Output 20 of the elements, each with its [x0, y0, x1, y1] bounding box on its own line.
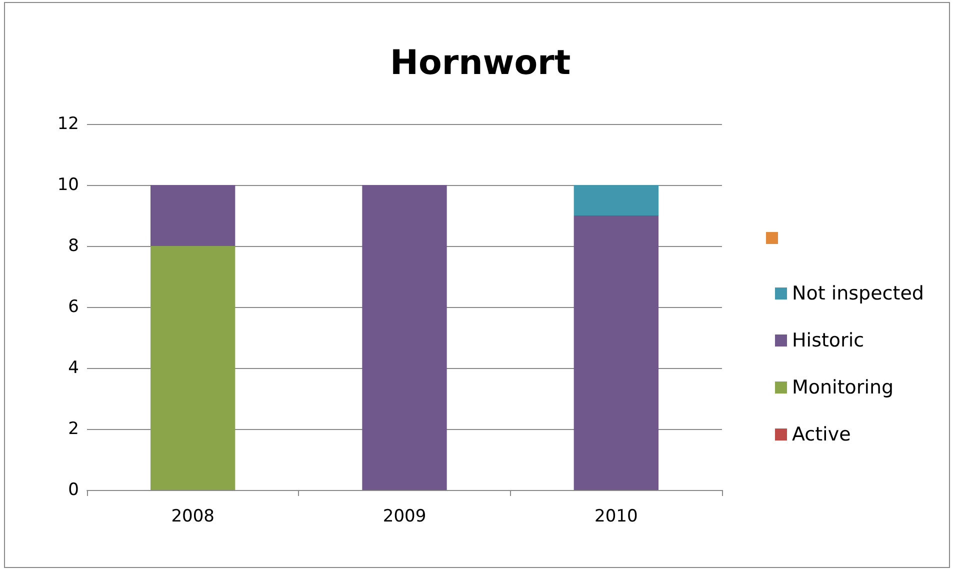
y-tick-label: 4	[68, 358, 79, 378]
y-tick-label: 2	[68, 419, 79, 439]
y-tick-label: 0	[68, 480, 79, 500]
x-tick-label: 2010	[594, 506, 638, 526]
y-tick-label: 8	[68, 236, 79, 256]
legend-label: Not inspected	[792, 282, 924, 304]
bar	[574, 216, 658, 490]
x-tick-label: 2009	[382, 506, 426, 526]
y-tick-label: 6	[68, 297, 79, 317]
chart-title: Hornwort	[390, 43, 571, 83]
x-tick-label: 2008	[171, 506, 214, 526]
legend-label: Historic	[792, 330, 864, 352]
bar	[362, 185, 447, 490]
y-tick-label: 12	[57, 114, 79, 134]
legend-label: Active	[792, 424, 851, 446]
bar	[150, 246, 236, 490]
bar	[150, 185, 236, 246]
y-tick-label: 10	[57, 175, 79, 195]
bar	[574, 185, 658, 216]
legend-label: Monitoring	[792, 376, 894, 398]
